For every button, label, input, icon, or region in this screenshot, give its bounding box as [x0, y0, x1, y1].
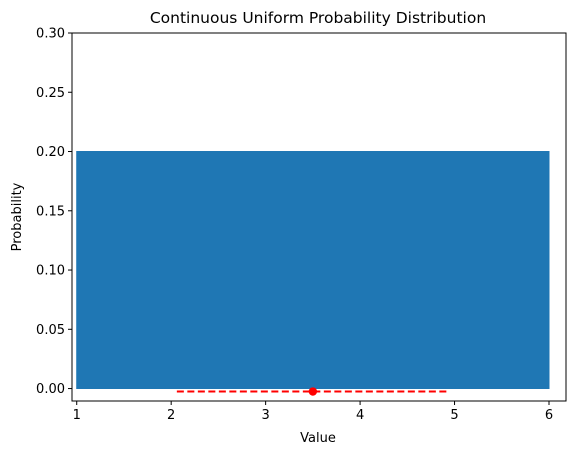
y-tick-label: 0.30	[36, 27, 65, 42]
y-tick-label: 0.20	[36, 145, 65, 160]
y-axis-label: Probability	[10, 182, 25, 251]
y-tick-label: 0.05	[36, 323, 65, 338]
x-tick-label: 2	[167, 408, 175, 423]
y-tick-label: 0.00	[36, 382, 65, 397]
y-tick-label: 0.15	[36, 204, 65, 219]
x-tick-label: 3	[261, 408, 269, 423]
mean-point	[308, 387, 318, 396]
uniform-density-area	[76, 151, 550, 390]
x-axis-label: Value	[300, 431, 336, 446]
x-tick-label: 4	[356, 408, 364, 423]
x-tick-label: 6	[545, 408, 553, 423]
x-tick-label: 5	[450, 408, 458, 423]
y-tick-label: 0.10	[36, 264, 65, 279]
chart-title: Continuous Uniform Probability Distribut…	[150, 9, 486, 27]
y-tick-label: 0.25	[36, 86, 65, 101]
x-tick-label: 1	[73, 408, 81, 423]
plot-frame	[71, 32, 567, 402]
